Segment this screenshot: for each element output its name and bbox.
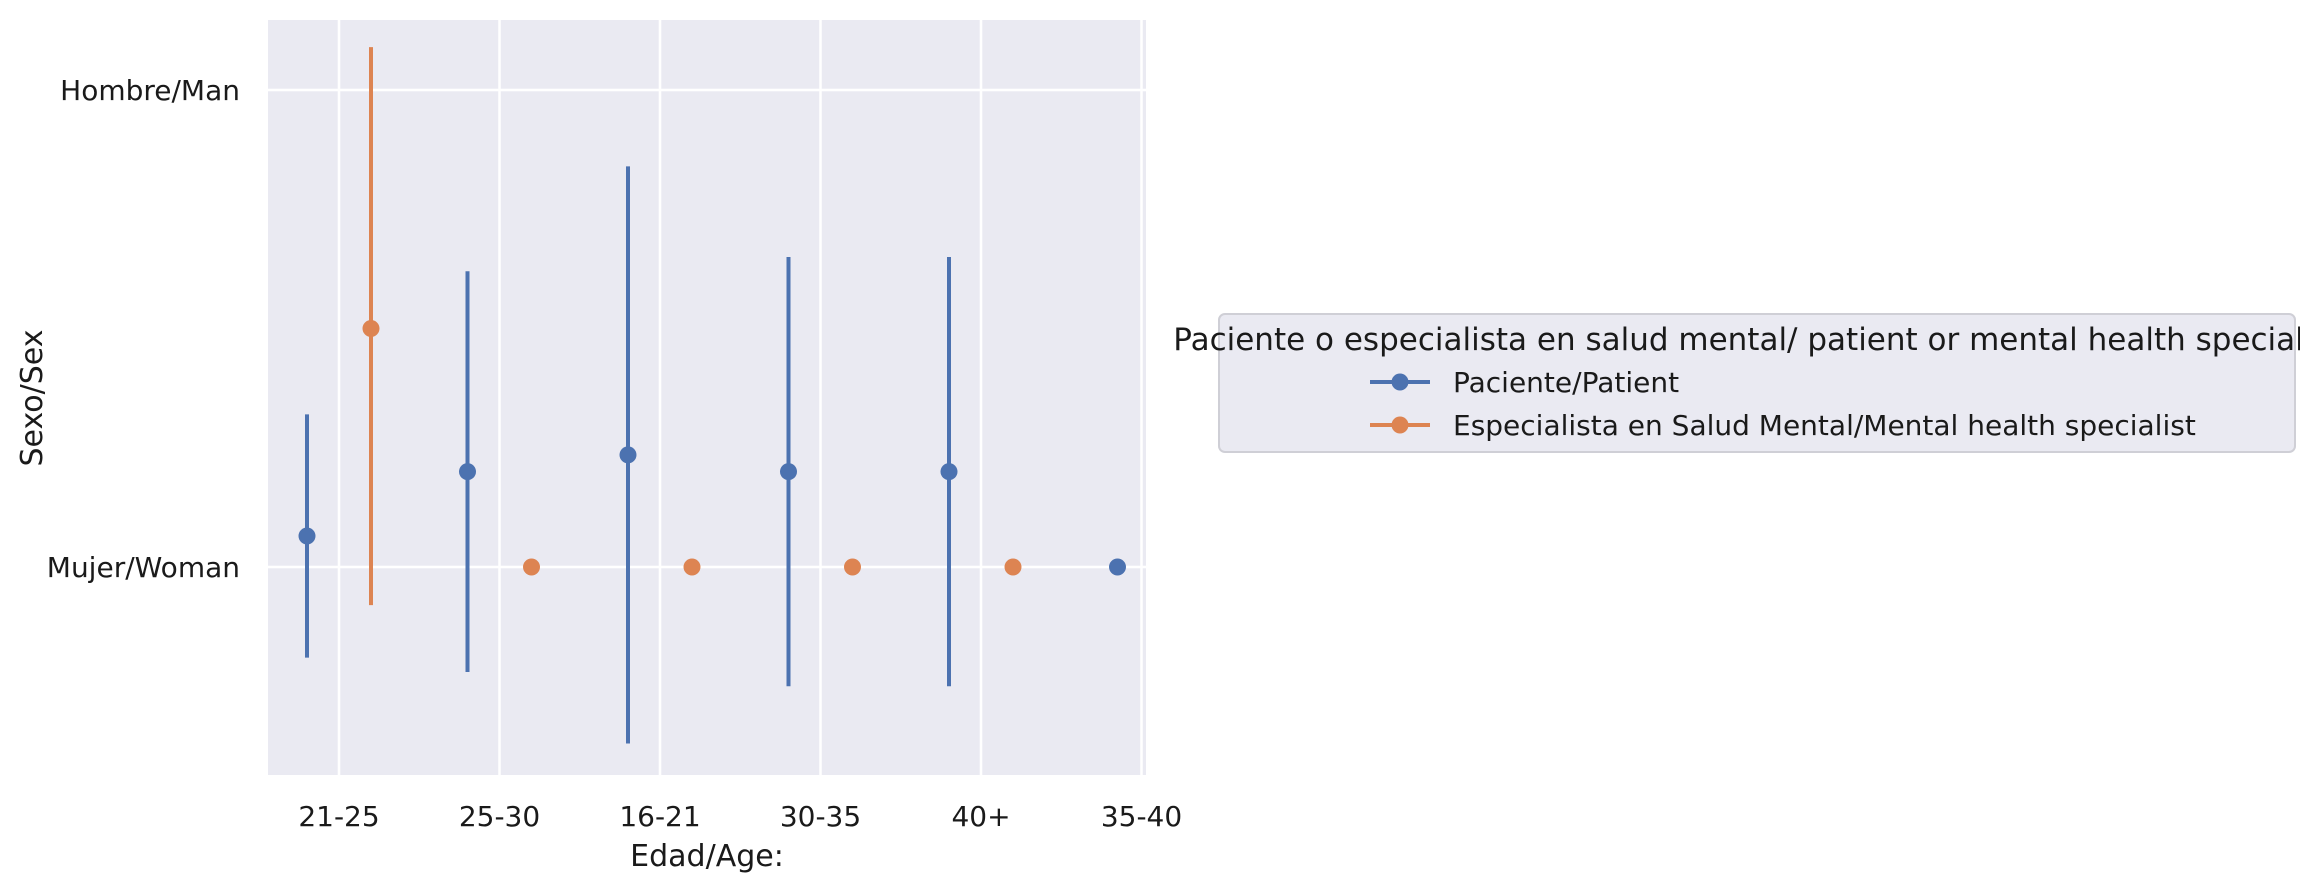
- data-point: [362, 320, 380, 337]
- x-tick-label: 30-35: [780, 800, 861, 833]
- x-tick-label: 16-21: [619, 800, 700, 833]
- data-point: [298, 527, 316, 545]
- legend-entries: Paciente/Patient Especialista en Salud Me…: [1370, 366, 2196, 442]
- data-point: [1004, 558, 1022, 576]
- x-tick-label: 35-40: [1101, 800, 1182, 833]
- legend-box: [1218, 313, 2296, 453]
- data-point: [1109, 558, 1126, 576]
- plot-area: [268, 20, 1146, 775]
- y-tick-label: Mujer/Woman: [47, 551, 240, 584]
- x-axis-label: Edad/Age:: [630, 839, 784, 874]
- data-point: [844, 558, 861, 576]
- legend-title: Paciente o especialista en salud mental/…: [1173, 322, 2300, 358]
- legend-label: Paciente/Patient: [1453, 366, 1679, 399]
- data-point: [459, 463, 476, 481]
- x-tick-label: 21-25: [298, 800, 379, 833]
- legend: Paciente o especialista en salud mental/…: [1173, 313, 2300, 453]
- tick-labels: 21-25 25-30 16-21 30-35 40+ 35-40 Hombre/Man Mu…: [47, 74, 1182, 833]
- chart-marks: [298, 47, 1126, 744]
- data-point: [940, 463, 958, 481]
- y-tick-label: Hombre/Man: [60, 74, 240, 107]
- data-point: [523, 558, 540, 576]
- legend-label: Especialista en Salud Mental/Mental heal…: [1453, 409, 2196, 442]
- legend-marker: [1391, 373, 1409, 391]
- data-point: [780, 463, 797, 481]
- legend-marker: [1391, 416, 1409, 434]
- grid-lines: [268, 20, 1146, 775]
- y-axis-label: Sexo/Sex: [15, 330, 50, 467]
- x-tick-label: 40+: [951, 800, 1010, 833]
- x-tick-label: 25-30: [459, 800, 540, 833]
- data-point: [683, 558, 701, 576]
- data-point: [619, 446, 637, 464]
